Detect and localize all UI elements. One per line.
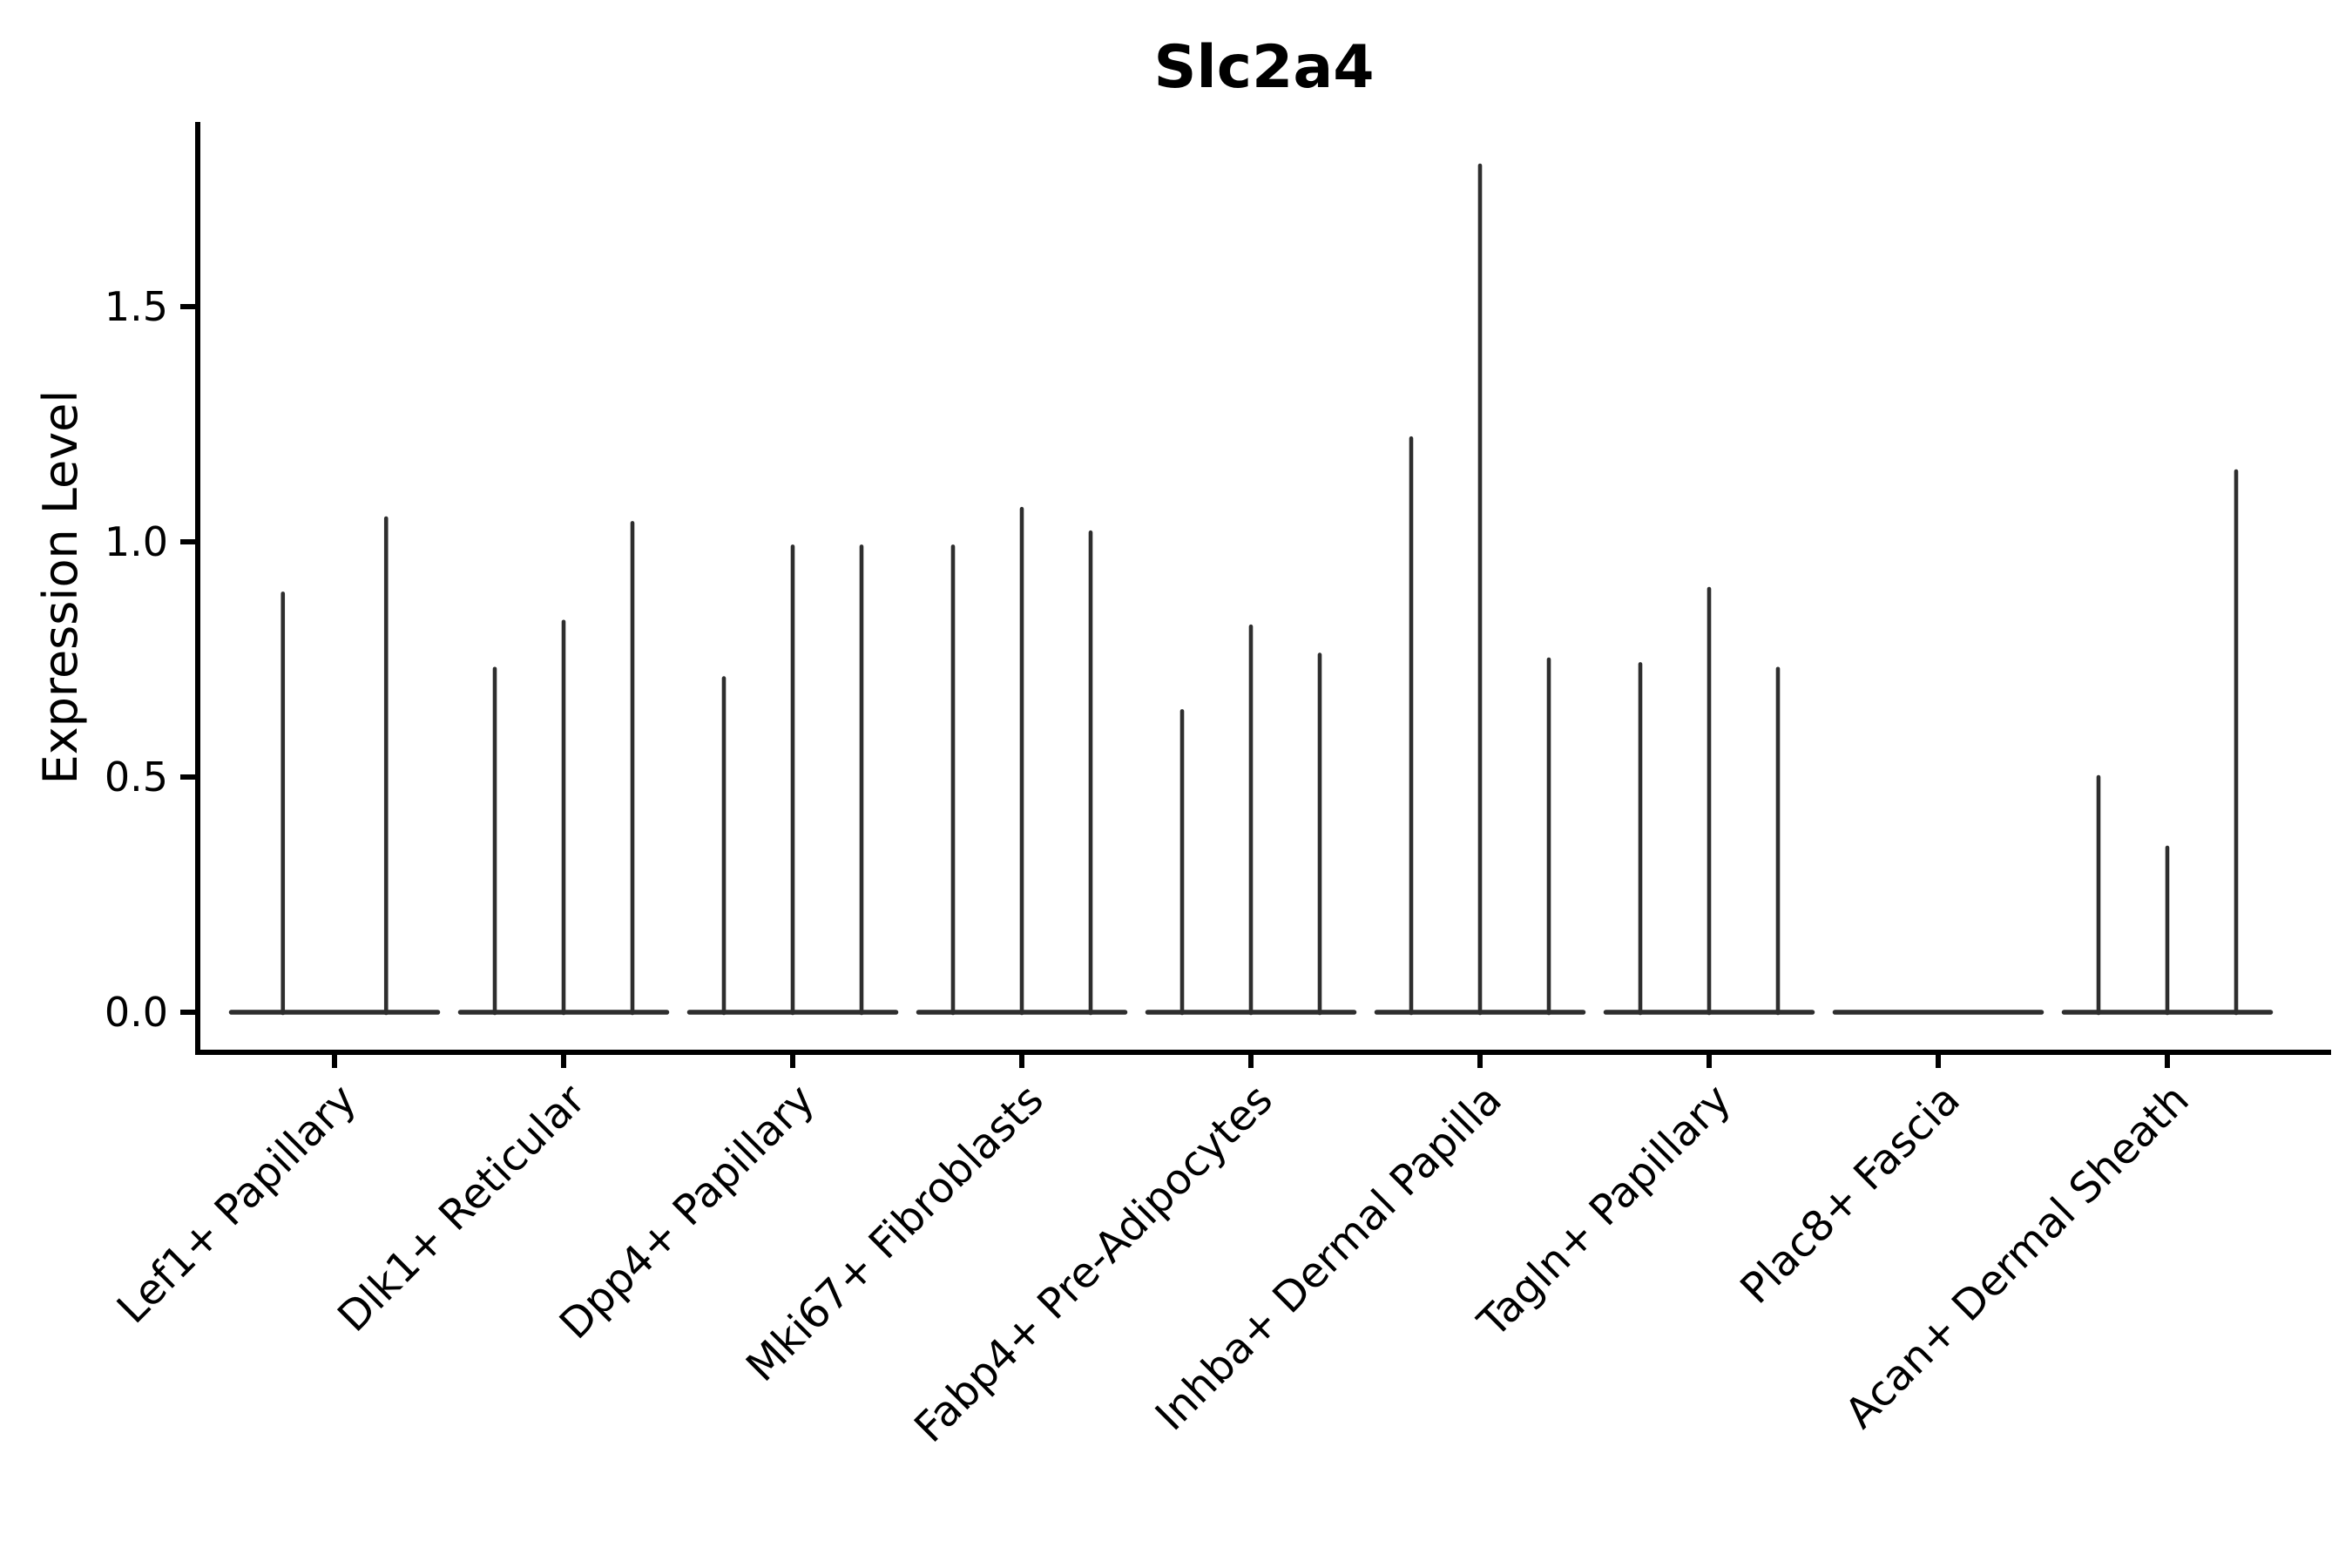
x-tick-label: Dpp4+ Papillary (551, 1075, 824, 1348)
x-tick-label: Tagln+ Papillary (1468, 1075, 1740, 1347)
y-axis-label: Expression Level (33, 390, 88, 785)
chart-title: Slc2a4 (1153, 33, 1374, 102)
x-tick-label: Lef1+ Papillary (108, 1075, 366, 1333)
x-tick-label: Dlk1+ Reticular (328, 1075, 595, 1342)
violins-group (228, 163, 2274, 1016)
y-tick-label: 0.5 (105, 754, 168, 801)
y-tick-label: 0.0 (105, 989, 168, 1036)
y-tick-label: 1.5 (105, 283, 168, 330)
x-tick-label: Plac8+ Fascia (1731, 1075, 1970, 1314)
y-tick-label: 1.0 (105, 518, 168, 565)
